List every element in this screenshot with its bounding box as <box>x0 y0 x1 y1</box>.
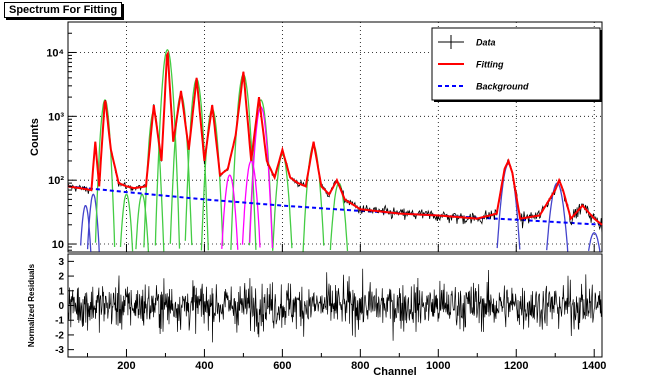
residual-y-tick-label: 3 <box>58 257 64 268</box>
residual-plot-frame <box>67 253 603 358</box>
component-peak-line <box>135 193 150 252</box>
residual-y-tick-label: -1 <box>55 316 64 327</box>
residual-y-tick-label: 1 <box>58 286 64 297</box>
x-tick-label: 800 <box>351 360 369 372</box>
component-peak-line <box>221 174 239 250</box>
component-peak-line <box>119 193 134 252</box>
component-peak-line <box>587 232 601 252</box>
y-tick-label: 10 <box>52 239 64 251</box>
residual-y-tick-label: -2 <box>55 330 64 341</box>
y-tick-label: 10⁴ <box>46 47 64 59</box>
x-tick-label: 1000 <box>426 360 450 372</box>
x-tick-label: 400 <box>195 360 213 372</box>
x-tick-label: 200 <box>117 360 135 372</box>
legend-label: Background <box>476 82 529 92</box>
x-axis-label: Channel <box>373 366 416 378</box>
legend-label: Data <box>476 38 496 48</box>
background-line <box>67 185 603 226</box>
y-axis-label: Counts <box>29 118 41 156</box>
y-tick-label: 10² <box>48 175 64 187</box>
component-peak-line <box>86 193 100 252</box>
fitting-line <box>67 50 603 226</box>
residual-y-tick-label: 2 <box>58 272 64 283</box>
component-peak-line <box>272 154 293 250</box>
residual-y-tick-label: 0 <box>58 301 64 312</box>
x-tick-label: 1400 <box>582 360 606 372</box>
x-tick-label: 600 <box>273 360 291 372</box>
residual-axis-label: Normalized Residuals <box>27 263 36 347</box>
x-tick-label: 1200 <box>504 360 528 372</box>
residual-y-tick-label: -3 <box>55 345 64 356</box>
residual-line <box>67 268 603 343</box>
y-tick-label: 10³ <box>48 111 64 123</box>
chart-title: Spectrum For Fitting <box>4 2 123 18</box>
legend-label: Fitting <box>476 60 504 70</box>
